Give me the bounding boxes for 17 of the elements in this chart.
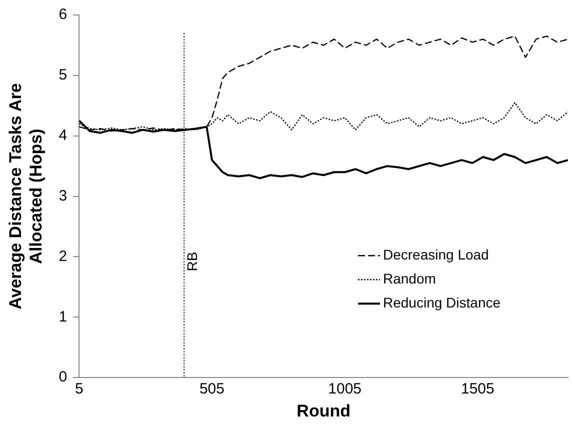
y-tick-label: 4 <box>58 127 68 144</box>
y-tick-label: 5 <box>58 66 68 84</box>
y-tick-label: 1 <box>58 308 68 326</box>
y-tick-label: 6 <box>58 6 68 24</box>
legend-label: Decreasing Load <box>383 246 489 262</box>
ref-line-label: RB <box>184 252 200 272</box>
x-tick-label: 1505 <box>460 380 494 398</box>
x-tick-label: 5 <box>74 380 84 398</box>
y-axis-title: Average Distance Tasks Are Allocated (Hops) <box>6 83 46 310</box>
legend-label: Reducing Distance <box>383 294 501 310</box>
x-axis-title: Round <box>296 401 350 420</box>
y-tick-label: 3 <box>58 187 68 204</box>
y-tick-label: 2 <box>58 248 68 265</box>
x-tick-label: 505 <box>199 380 224 398</box>
y-tick-label: 0 <box>58 368 68 386</box>
legend-label: Random <box>383 270 436 286</box>
x-tick-label: 1005 <box>328 380 362 398</box>
